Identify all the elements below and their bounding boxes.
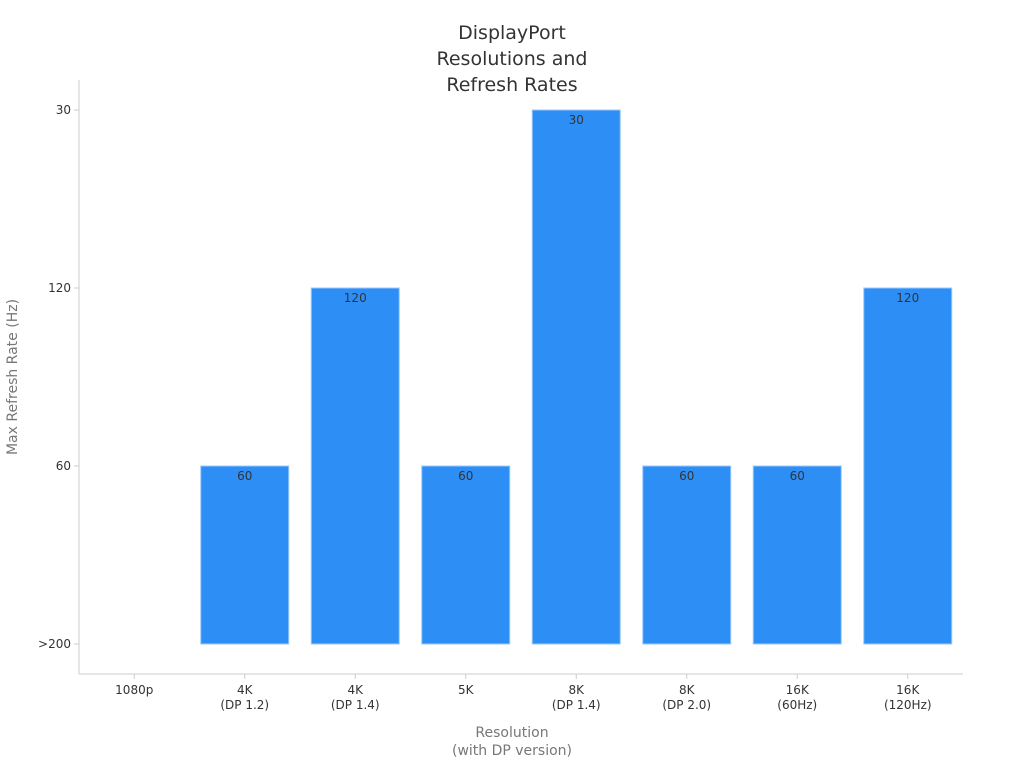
x-tick-label: 5K — [457, 683, 474, 697]
x-tick-label: 16K (60Hz) — [777, 683, 818, 712]
bar — [863, 287, 953, 645]
x-tick-label: 4K (DP 1.4) — [330, 683, 380, 712]
data-label: 60 — [790, 469, 805, 483]
y-tick-label: 60 — [56, 459, 71, 473]
bar — [531, 109, 621, 645]
data-label: 30 — [569, 113, 584, 127]
bar — [310, 287, 400, 645]
x-tick-label: 8K (DP 2.0) — [662, 683, 712, 712]
data-label: 120 — [896, 291, 919, 305]
data-label: 120 — [344, 291, 367, 305]
x-tick-label: 4K (DP 1.2) — [220, 683, 270, 712]
bar — [200, 465, 290, 645]
bar — [421, 465, 511, 645]
x-tick-label: 1080p — [115, 683, 154, 697]
y-tick-label: 30 — [56, 103, 71, 117]
bar — [642, 465, 732, 645]
data-label: 60 — [458, 469, 473, 483]
data-label: 60 — [237, 469, 252, 483]
x-tick-label: 16K (120Hz) — [883, 683, 932, 712]
x-tick-label: 8K (DP 1.4) — [551, 683, 601, 712]
data-label: 60 — [679, 469, 694, 483]
chart-title: DisplayPort Resolutions and Refresh Rate… — [436, 22, 588, 96]
x-axis-label: Resolution (with DP version) — [451, 725, 573, 759]
y-axis-label: Max Refresh Rate (Hz) — [5, 299, 21, 455]
y-tick-label: >200 — [38, 637, 71, 651]
bar — [752, 465, 842, 645]
y-tick-label: 120 — [48, 281, 71, 295]
